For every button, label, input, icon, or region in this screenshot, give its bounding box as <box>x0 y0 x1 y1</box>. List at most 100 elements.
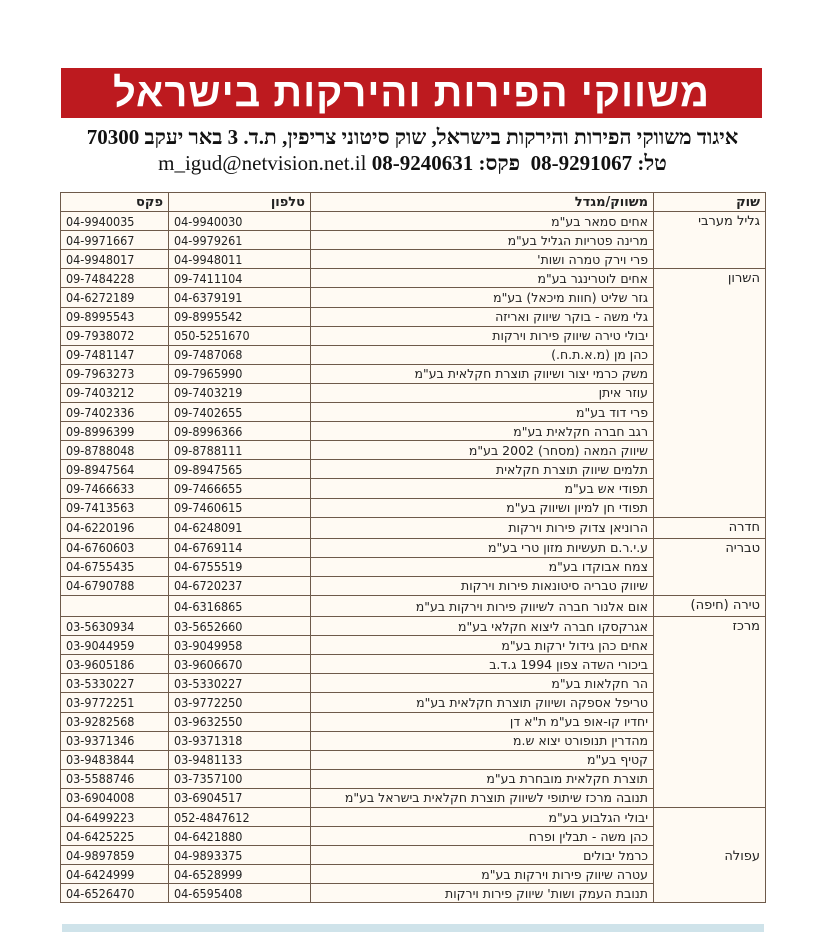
name-cell: אגרקסקו חברה ליצוא חקלאי בע"מ <box>310 616 654 637</box>
name-cell: מרינה פטריות הגליל בע"מ <box>310 230 654 251</box>
phone-cell: 03-5652660 <box>168 616 311 637</box>
name-cell: צמח אבוקדו בע"מ <box>310 556 654 577</box>
bottom-band <box>62 924 764 932</box>
name-cell: גזר שליט (חוות מיכאל) בע"מ <box>310 287 654 308</box>
table-row: כרמל יבולים 04-9893375 04-9897859 <box>60 845 766 866</box>
table-row: תנובת העמק ושות' שיווק פירות וירקות 04-65… <box>60 883 766 904</box>
name-cell: פרי דוד בע"מ <box>310 402 654 423</box>
fax-cell: 09-7402336 <box>60 402 169 423</box>
fax-cell: 09-7963273 <box>60 363 169 384</box>
fax-cell: 03-9371346 <box>60 730 169 751</box>
table-row: מרינה פטריות הגליל בע"מ 04-9979261 04-9971… <box>60 230 766 251</box>
name-cell: כהן משה - תבלין ופרח <box>310 826 654 847</box>
column-header-phone: טלפון <box>168 191 311 213</box>
name-cell: תפודי חן למיון ושיווק בע"מ <box>310 497 654 518</box>
table-row: עוזר איתן 09-7403219 09-7403212 <box>60 382 766 404</box>
name-cell: עטרה שיווק פירות וירקות בע"מ <box>310 864 654 885</box>
fax-cell: 09-8947564 <box>60 459 169 480</box>
name-cell: פרי וירק טמרה ושות' <box>310 249 654 270</box>
phone-cell: 09-7403219 <box>168 382 311 404</box>
column-header-market: שוק <box>653 191 766 213</box>
phone-cell: 04-9940030 <box>168 211 311 232</box>
fax-cell: 04-6272189 <box>60 287 169 308</box>
name-cell: אום אלנור חברה לשיווק פירות וירקות בע"מ <box>310 594 654 618</box>
table-row: שיווק טבריה סיטונאות פירות וירקות 04-6720… <box>60 575 766 596</box>
phone-cell: 04-6720237 <box>168 575 311 596</box>
name-cell: הרוניאן צדוק פירות וירקות <box>310 516 654 539</box>
fax-cell: 09-8788048 <box>60 440 169 461</box>
fax-cell: 04-9940035 <box>60 211 169 232</box>
phone-cell: 03-9772250 <box>168 692 311 713</box>
fax-cell: 04-6790788 <box>60 575 169 596</box>
column-header-fax: פקס <box>60 191 169 213</box>
fax-cell: 03-5330227 <box>60 673 169 694</box>
phone-cell: 03-9481133 <box>168 749 311 770</box>
name-cell: יבולי הגלבוע בע"מ <box>310 806 654 828</box>
name-cell: יחדיו קו-אופ בע"מ ת"א דן <box>310 711 654 732</box>
table-row: כהן משה - תבלין ופרח 04-6421880 04-6425225 <box>60 826 766 847</box>
phone-cell: 04-9948011 <box>168 249 311 270</box>
table-row: אחים כהן גידול ירקות בע"מ 03-9049958 03-90… <box>60 635 766 656</box>
table-row: כהן מן (מ.א.ת.ח.) 09-7487068 09-7481147 <box>60 344 766 365</box>
fax-cell: 04-6526470 <box>60 883 169 904</box>
table-row: עטרה שיווק פירות וירקות בע"מ 04-6528999 04… <box>60 864 766 885</box>
table-row: תלמים שיווק תוצרת חקלאית 09-8947565 09-894… <box>60 459 766 480</box>
name-cell: אחים לוטרינגר בע"מ <box>310 268 654 289</box>
fax-cell: 04-9971667 <box>60 230 169 251</box>
phone-cell: 03-6904517 <box>168 787 311 809</box>
phone-cell: 04-6755519 <box>168 556 311 577</box>
table-row: מרכז אגרקסקו חברה ליצוא חקלאי בע"מ 03-5652… <box>60 616 766 808</box>
table-row: קטיף בע"מ 03-9481133 03-9483844 <box>60 749 766 770</box>
market-cell: מרכז <box>653 616 766 808</box>
fax-cell: 03-9772251 <box>60 692 169 713</box>
phone-cell: 03-9371318 <box>168 730 311 751</box>
fax-cell: 09-7466633 <box>60 478 169 499</box>
table-row: הר חקלאות בע"מ 03-5330227 03-5330227 <box>60 673 766 694</box>
phone-cell: 09-8947565 <box>168 459 311 480</box>
table-row: השרון אחים לוטרינגר בע"מ 09-7411104 09-7484… <box>60 268 766 518</box>
column-header-name: משווק/מגדל <box>310 191 654 213</box>
fax-cell: 09-7484228 <box>60 268 169 289</box>
contact-line: טל: 08-9291067 פקס: 08-9240631 m_igud@ne… <box>60 150 765 176</box>
phone-cell: 03-9632550 <box>168 711 311 732</box>
name-cell: שיווק טבריה סיטונאות פירות וירקות <box>310 575 654 596</box>
market-cell: גליל מערבי <box>653 211 766 270</box>
table-row: תפודי אש בע"מ 09-7466655 09-7466633 <box>60 478 766 499</box>
name-cell: שיווק המאה (מסחר) 2002 בע"מ <box>310 440 654 461</box>
phone-cell: 09-7965990 <box>168 363 311 384</box>
fax-cell: 04-6499223 <box>60 806 169 828</box>
fax-cell <box>60 594 169 618</box>
page-title: משווקי הפירות והירקות בישראל <box>61 68 762 118</box>
phone-label: טל: <box>637 151 667 175</box>
name-cell: אחים כהן גידול ירקות בע"מ <box>310 635 654 656</box>
phone-cell: 04-6595408 <box>168 883 311 904</box>
name-cell: תנובת העמק ושות' שיווק פירות וירקות <box>310 883 654 904</box>
phone-cell: 04-9979261 <box>168 230 311 251</box>
fax-cell: 04-9948017 <box>60 249 169 270</box>
phone-cell: 09-7402655 <box>168 402 311 423</box>
phone-cell: 09-7460615 <box>168 497 311 518</box>
phone-cell: 04-6769114 <box>168 537 311 558</box>
table-row: טירה (חיפה) אום אלנור חברה לשיווק פירות ו… <box>60 594 766 618</box>
market-cell: טבריה <box>653 537 766 596</box>
name-cell: תנובה מרכז שיתופי לשיווק תוצרת חקלאית בי… <box>310 787 654 809</box>
name-cell: משק כרמי יצור ושיווק תוצרת חקלאית בע"מ <box>310 363 654 384</box>
table-row: מהדרין תנופורט יצוא ש.מ 03-9371318 03-9371… <box>60 730 766 751</box>
fax-cell: 09-8996399 <box>60 421 169 442</box>
market-cell: השרון <box>653 268 766 518</box>
phone-cell: 04-6248091 <box>168 516 311 539</box>
table-row: חדרה הרוניאן צדוק פירות וירקות 04-6248091 0… <box>60 516 766 539</box>
table-header-row: שוק משווק/מגדל טלפון פקס <box>60 191 766 213</box>
fax-cell: 09-8995543 <box>60 306 169 327</box>
phone-cell: 03-5330227 <box>168 673 311 694</box>
fax-cell: 09-7403212 <box>60 382 169 404</box>
phone-cell: 04-9893375 <box>168 845 311 866</box>
name-cell: קטיף בע"מ <box>310 749 654 770</box>
name-cell: תלמים שיווק תוצרת חקלאית <box>310 459 654 480</box>
name-cell: תוצרת חקלאית מובחרת בע"מ <box>310 768 654 789</box>
name-cell: ביכורי השדה צפון 1994 ג.ד.ב <box>310 654 654 675</box>
name-cell: יבולי טירה שיווק פירות וירקות <box>310 325 654 346</box>
name-cell: טריפל אספקה ושיווק תוצרת חקלאית בע"מ <box>310 692 654 713</box>
fax-cell: 04-9897859 <box>60 845 169 866</box>
fax-cell: 03-5588746 <box>60 768 169 789</box>
